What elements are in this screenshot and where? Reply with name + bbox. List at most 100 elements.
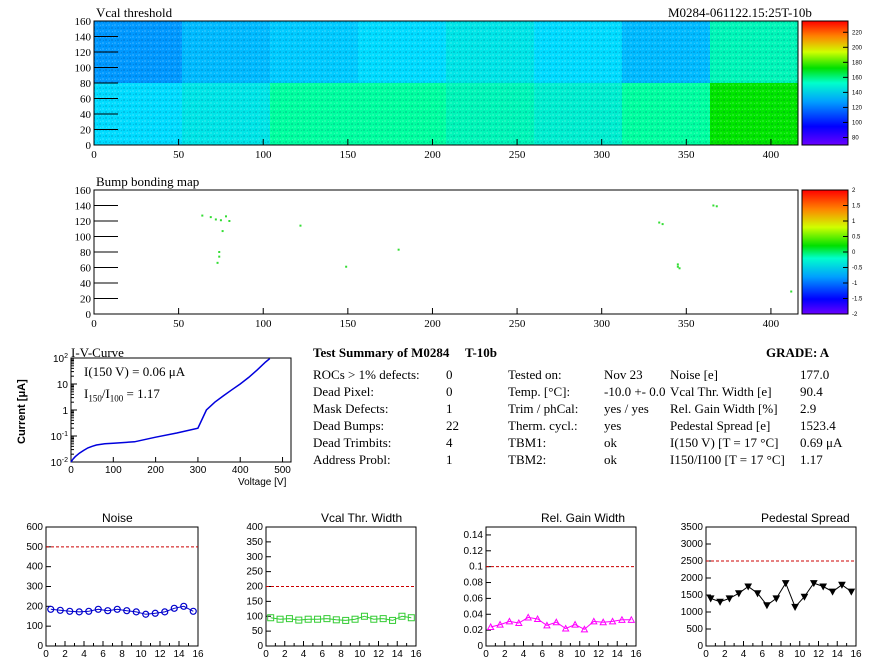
summary-label: Pedestal Spread [e] [670, 418, 771, 433]
pedestal-spread-plot: Pedestal Spread 0 2 4 6 8 10 12 14 16 0 500 1000 1500… [681, 511, 862, 660]
ped-point [781, 580, 790, 588]
ped-point [800, 593, 809, 601]
vcalw-point [314, 615, 322, 623]
noise-xtick-label: 12 [154, 649, 166, 660]
bump-palette [801, 189, 849, 315]
noise-point [94, 605, 102, 613]
summary-label: Noise [e] [670, 367, 719, 382]
gain-ytick-label: 0 [477, 641, 483, 652]
summary-value: ok [604, 435, 617, 450]
bump-palette-label: 0 [852, 250, 856, 256]
iv-ytick-label: 10-1 [51, 431, 68, 443]
bump-pixel [228, 220, 231, 222]
vcalw-xtick-label: 8 [338, 649, 344, 660]
gain-point [496, 620, 504, 628]
bump-pixel [209, 216, 212, 219]
summary-label: Dead Trimbits: [313, 435, 392, 450]
bump-ytick-label: 120 [75, 216, 92, 228]
ped-ytick-label: 2500 [681, 556, 704, 567]
ped-point [809, 580, 818, 588]
summary-value: 1 [446, 452, 453, 467]
summary-label: Temp. [°C]: [508, 384, 571, 399]
noise-point [161, 608, 169, 616]
ped-xtick-label: 16 [850, 649, 862, 660]
bump-pixel [214, 218, 217, 221]
bump-ytick-label: 160 [75, 185, 92, 197]
summary-label: Dead Pixel: [313, 384, 375, 399]
gain-point [589, 617, 598, 625]
vcalw-point [267, 614, 275, 622]
summary-label: Tested on: [508, 367, 562, 382]
noise-xtick-label: 0 [43, 649, 49, 660]
summary-label: I(150 V) [T = 17 °C] [670, 435, 779, 450]
vcalw-point [276, 615, 284, 623]
vcal-palette-label: 100 [852, 120, 863, 126]
bump-ytick-label: 140 [75, 201, 92, 213]
noise-point [113, 605, 121, 613]
run-id: M0284-061122.15:25T-10b [668, 5, 812, 20]
vcalw-ytick-label: 200 [246, 582, 263, 593]
vcalw-ytick-label: 0 [257, 641, 263, 652]
summary-value: 90.4 [800, 384, 823, 399]
summary-value: 0 [446, 367, 453, 382]
gain-title: Rel. Gain Width [541, 511, 625, 525]
gain-point [543, 621, 551, 629]
noise-xtick-label: 16 [192, 649, 204, 660]
bump-palette-label: 1 [852, 219, 856, 225]
gain-point [618, 615, 626, 623]
bump-pixel [658, 221, 661, 224]
vcal-xtick-label: 200 [424, 149, 441, 161]
noise-point [189, 607, 197, 615]
vcal-ytick-label: 40 [80, 109, 92, 121]
summary-value: 1523.4 [800, 418, 836, 433]
vcal-map-title: Vcal threshold [96, 5, 173, 20]
noise-xtick-label: 14 [173, 649, 185, 660]
vcal-width-plot: Vcal Thr. Width 0 2 4 6 8 10 12 14 16 0 50 100 150 200… [246, 511, 422, 660]
iv-annotation-2: I150/I100 = 1.17 [84, 386, 160, 404]
vcalw-xtick-label: 6 [319, 649, 325, 660]
ped-xtick-label: 12 [813, 649, 825, 660]
iv-title: I-V-Curve [71, 345, 124, 360]
bump-pixel [201, 214, 204, 217]
vcal-xtick-label: 300 [593, 149, 610, 161]
vcalw-ytick-label: 350 [246, 537, 263, 548]
bump-bonding-map: 0 50 100 150 200 250 300 350 4000204060801001201… [75, 185, 864, 330]
ped-ytick-label: 2000 [681, 573, 704, 584]
vcalw-xtick-label: 10 [354, 649, 366, 660]
bump-palette-label: 2 [852, 188, 856, 194]
ped-xtick-label: 6 [759, 649, 765, 660]
bump-ytick-label: 80 [80, 247, 92, 259]
bump-pixel [216, 261, 219, 264]
bump-pixel [661, 223, 664, 226]
iv-xtick-label: 0 [68, 465, 74, 476]
vcal-ytick-label: 160 [75, 16, 92, 28]
gain-ytick-label: 0.08 [464, 578, 484, 589]
vcalw-point [304, 615, 312, 623]
summary-label: Rel. Gain Width [%] [670, 401, 778, 416]
gain-xtick-label: 2 [502, 649, 508, 660]
noise-xtick-label: 8 [119, 649, 125, 660]
ped-point [706, 595, 715, 603]
bump-pixel [218, 255, 221, 258]
vcalw-point [370, 615, 378, 623]
ped-xtick-label: 10 [794, 649, 806, 660]
gain-xtick-label: 16 [630, 649, 642, 660]
bump-xtick-label: 300 [593, 318, 610, 330]
noise-ytick-label: 500 [26, 542, 43, 553]
summary-value: 4 [446, 435, 453, 450]
vcal-xtick-label: 0 [91, 149, 97, 161]
vcalw-point [398, 612, 406, 620]
summary-label: Trim / phCal: [508, 401, 579, 416]
vcalw-point [351, 615, 359, 623]
vcalw-point [295, 616, 303, 624]
bump-pixel [221, 230, 224, 233]
gain-point [552, 618, 561, 626]
bump-map-title: Bump bonding map [96, 174, 200, 189]
bump-palette-label: -0.5 [852, 266, 863, 272]
ped-point [791, 603, 799, 611]
vcal-ytick-label: 80 [80, 78, 92, 90]
gain-point [486, 622, 495, 630]
bump-pixel [345, 265, 348, 268]
iv-xtick-label: 100 [105, 465, 122, 476]
